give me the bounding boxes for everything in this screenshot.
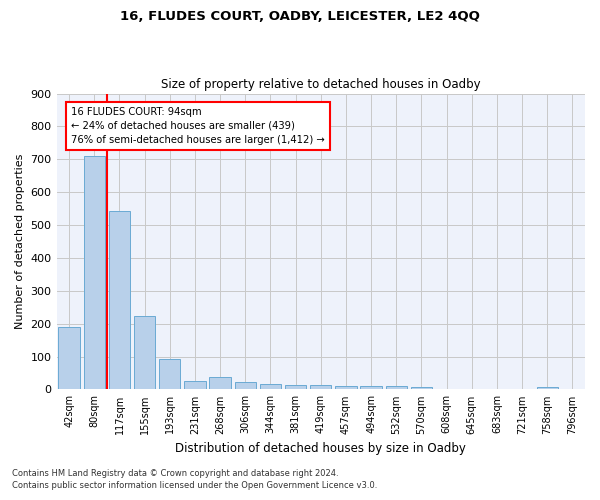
Title: Size of property relative to detached houses in Oadby: Size of property relative to detached ho… <box>161 78 481 91</box>
Bar <box>285 385 307 390</box>
Text: 16, FLUDES COURT, OADBY, LEICESTER, LE2 4QQ: 16, FLUDES COURT, OADBY, LEICESTER, LE2 … <box>120 10 480 23</box>
Text: 16 FLUDES COURT: 94sqm
← 24% of detached houses are smaller (439)
76% of semi-de: 16 FLUDES COURT: 94sqm ← 24% of detached… <box>71 106 325 144</box>
Bar <box>386 386 407 390</box>
Bar <box>260 384 281 390</box>
Bar <box>209 378 231 390</box>
Bar <box>411 387 432 390</box>
Bar <box>134 316 155 390</box>
Bar <box>310 385 331 390</box>
Bar <box>83 156 105 390</box>
Bar <box>184 380 206 390</box>
Text: Contains HM Land Registry data © Crown copyright and database right 2024.
Contai: Contains HM Land Registry data © Crown c… <box>12 468 377 490</box>
X-axis label: Distribution of detached houses by size in Oadby: Distribution of detached houses by size … <box>175 442 466 455</box>
Bar <box>58 327 80 390</box>
Bar <box>159 359 181 390</box>
Bar <box>109 211 130 390</box>
Y-axis label: Number of detached properties: Number of detached properties <box>15 154 25 329</box>
Bar <box>361 386 382 390</box>
Bar <box>536 387 558 390</box>
Bar <box>235 382 256 390</box>
Bar <box>335 386 356 390</box>
